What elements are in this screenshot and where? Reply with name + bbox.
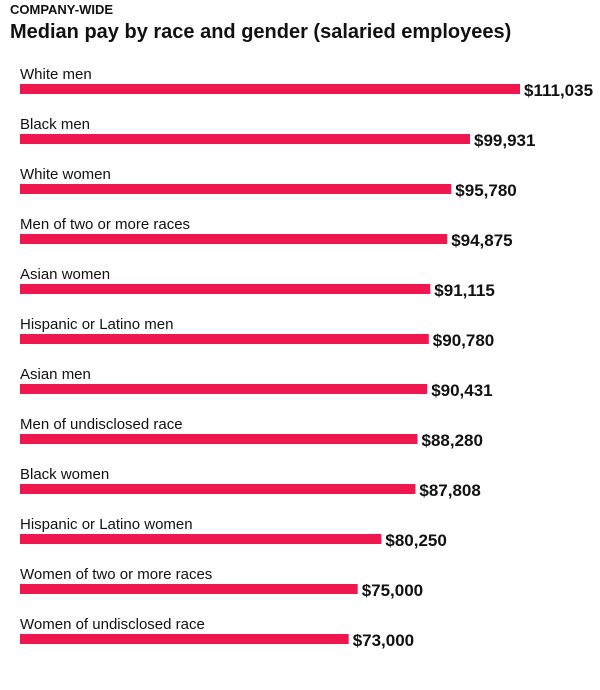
category-label: White men	[20, 66, 92, 83]
value-label: $99,931	[474, 131, 535, 150]
category-label: Black men	[20, 116, 90, 133]
bar	[20, 584, 358, 594]
value-label: $90,431	[431, 381, 492, 400]
value-label: $73,000	[353, 631, 414, 650]
chart-title: Median pay by race and gender (salaried …	[10, 21, 512, 43]
category-label: Women of two or more races	[20, 566, 212, 583]
category-label: Men of two or more races	[20, 216, 190, 233]
category-label: Women of undisclosed race	[20, 616, 205, 633]
category-label: Asian men	[20, 366, 91, 383]
value-label: $80,250	[385, 531, 446, 550]
bar	[20, 434, 418, 444]
category-label: Hispanic or Latino men	[20, 316, 173, 333]
bar	[20, 534, 382, 544]
value-label: $75,000	[362, 581, 423, 600]
category-label: Hispanic or Latino women	[20, 516, 193, 533]
category-label: Men of undisclosed race	[20, 416, 183, 433]
bar	[20, 634, 349, 644]
category-label: Asian women	[20, 266, 110, 283]
bar	[20, 234, 448, 244]
value-label: $95,780	[455, 181, 516, 200]
value-label: $91,115	[434, 281, 495, 300]
bar	[20, 334, 429, 344]
bar	[20, 284, 431, 294]
bar	[20, 184, 452, 194]
bar	[20, 484, 416, 494]
value-label: $94,875	[451, 231, 512, 250]
value-label: $87,808	[419, 481, 480, 500]
bar	[20, 134, 470, 144]
bar	[20, 384, 428, 394]
chart-kicker: COMPANY-WIDE	[10, 2, 114, 17]
value-label: $90,780	[433, 331, 494, 350]
value-label: $88,280	[422, 431, 483, 450]
category-label: Black women	[20, 466, 109, 483]
value-label: $111,035	[524, 81, 593, 100]
category-label: White women	[20, 166, 111, 183]
bar	[20, 84, 520, 94]
